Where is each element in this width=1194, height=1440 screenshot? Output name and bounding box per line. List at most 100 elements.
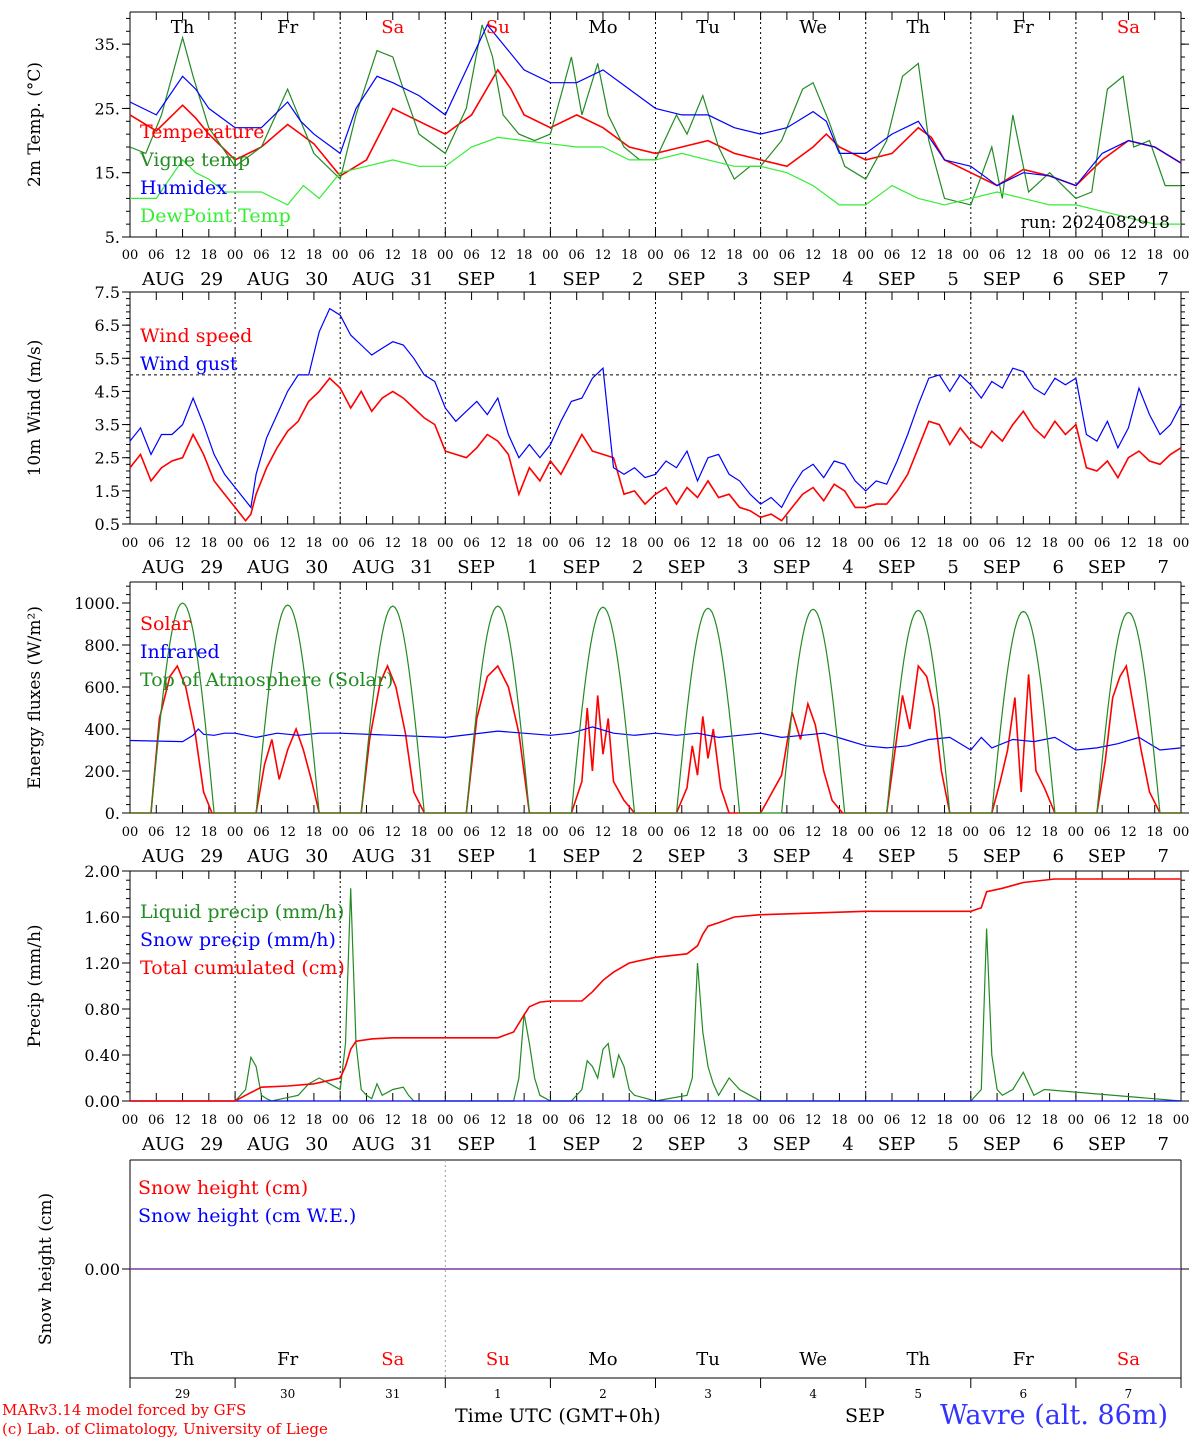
hour-tick-label: 06	[989, 1113, 1006, 1128]
weekday-label: Sa	[1117, 17, 1140, 38]
legend-entry: Solar	[140, 613, 192, 635]
hour-tick-label: 00	[542, 825, 559, 840]
date-day-label: 5	[947, 557, 958, 578]
legend-entry: Snow height (cm W.E.)	[138, 1205, 356, 1227]
hour-tick-label: 06	[568, 248, 585, 263]
hour-tick-label: 00	[122, 825, 139, 840]
hour-tick-label: 12	[700, 248, 717, 263]
series-solar	[130, 663, 1181, 814]
date-month-label: SEP	[1088, 557, 1126, 578]
date-month-label: SEP	[878, 269, 916, 290]
hour-tick-label: 12	[490, 825, 507, 840]
hour-tick-label: 06	[463, 248, 480, 263]
date-month-label: AUG	[246, 269, 290, 290]
y-tick-label: 1000.	[74, 594, 120, 613]
y-tick-label: 2.00	[84, 862, 120, 881]
lab-credit: (c) Lab. of Climatology, University of L…	[2, 1420, 328, 1438]
hour-tick-label: 12	[700, 825, 717, 840]
hour-tick-label: 06	[884, 825, 901, 840]
date-day-label: 1	[527, 269, 538, 290]
hour-tick-label: 12	[384, 1113, 401, 1128]
date-month-label: SEP	[562, 269, 600, 290]
date-day-label: 31	[410, 269, 433, 290]
y-tick-label: 600.	[84, 678, 120, 697]
hour-tick-label: 00	[227, 1113, 244, 1128]
legend-entry: Wind gust	[140, 353, 238, 375]
hour-tick-label: 06	[148, 536, 165, 551]
hour-tick-label: 18	[411, 1113, 428, 1128]
hour-tick-label: 18	[516, 536, 533, 551]
date-day-label: 6	[1052, 846, 1063, 867]
date-month-label: SEP	[1088, 269, 1126, 290]
hour-tick-label: 18	[831, 536, 848, 551]
date-month-label: AUG	[141, 1134, 185, 1155]
date-month-label: SEP	[668, 557, 706, 578]
date-day-label: 6	[1052, 1134, 1063, 1155]
date-month-label: SEP	[668, 1134, 706, 1155]
hour-tick-label: 12	[384, 536, 401, 551]
date-day-label: 2	[599, 1387, 607, 1401]
date-day-label: 5	[947, 1134, 958, 1155]
hour-tick-label: 06	[674, 825, 691, 840]
hour-tick-label: 00	[332, 1113, 349, 1128]
hour-tick-label: 12	[805, 536, 822, 551]
hour-tick-label: 06	[358, 825, 375, 840]
hour-tick-label: 00	[1068, 825, 1085, 840]
hour-tick-label: 12	[490, 536, 507, 551]
hour-tick-label: 06	[463, 825, 480, 840]
hour-tick-label: 00	[542, 248, 559, 263]
hour-tick-label: 00	[332, 825, 349, 840]
hour-tick-label: 00	[752, 1113, 769, 1128]
date-day-label: 1	[527, 846, 538, 867]
y-tick-label: 0.00	[84, 1260, 120, 1279]
date-day-label: 5	[947, 269, 958, 290]
hour-tick-label: 18	[1041, 1113, 1058, 1128]
weekday-label: Fr	[277, 1349, 298, 1370]
series-top-of-atmosphere-solar	[130, 602, 1181, 814]
hour-tick-label: 00	[542, 1113, 559, 1128]
hour-tick-label: 18	[1041, 825, 1058, 840]
y-tick-label: 3.5	[95, 416, 120, 435]
hour-tick-label: 00	[1173, 1113, 1190, 1128]
date-day-label: 4	[842, 269, 853, 290]
weekday-label: Mo	[588, 17, 617, 38]
series-infrared	[129, 726, 1182, 751]
y-tick-label: 25.	[95, 99, 120, 118]
y-tick-label: 1.5	[95, 482, 120, 501]
date-month-label: SEP	[457, 557, 495, 578]
hour-tick-label: 12	[595, 1113, 612, 1128]
series-dewpoint-temp	[130, 136, 1181, 225]
hour-tick-label: 12	[1015, 1113, 1032, 1128]
date-month-label: SEP	[773, 1134, 811, 1155]
hour-tick-label: 18	[1146, 825, 1163, 840]
hour-tick-label: 00	[1068, 248, 1085, 263]
legend-entry: Snow height (cm)	[138, 1177, 308, 1199]
hour-tick-label: 18	[726, 248, 743, 263]
hour-tick-label: 18	[306, 825, 323, 840]
date-day-label: 31	[410, 846, 433, 867]
hour-tick-label: 06	[674, 1113, 691, 1128]
hour-tick-label: 00	[857, 1113, 874, 1128]
y-tick-label: 15.	[95, 164, 120, 183]
hour-tick-label: 00	[122, 248, 139, 263]
date-day-label: 2	[632, 846, 643, 867]
hour-tick-label: 06	[358, 536, 375, 551]
date-day-label: 31	[385, 1387, 400, 1401]
date-month-label: AUG	[351, 846, 395, 867]
hour-tick-label: 06	[674, 248, 691, 263]
weekday-label: Th	[906, 1349, 930, 1370]
date-day-label: 5	[947, 846, 958, 867]
hour-tick-label: 06	[1094, 248, 1111, 263]
weekday-label: Fr	[1013, 17, 1034, 38]
hour-tick-label: 00	[437, 248, 454, 263]
hour-tick-label: 00	[963, 248, 980, 263]
hour-tick-label: 06	[568, 536, 585, 551]
date-month-label: SEP	[773, 557, 811, 578]
y-tick-label: 0.00	[84, 1092, 120, 1111]
hour-tick-label: 06	[253, 1113, 270, 1128]
hour-tick-label: 06	[989, 248, 1006, 263]
weekday-label: Fr	[277, 17, 298, 38]
hour-tick-label: 06	[1094, 825, 1111, 840]
hour-tick-label: 00	[332, 248, 349, 263]
weekday-label: Su	[486, 17, 510, 38]
